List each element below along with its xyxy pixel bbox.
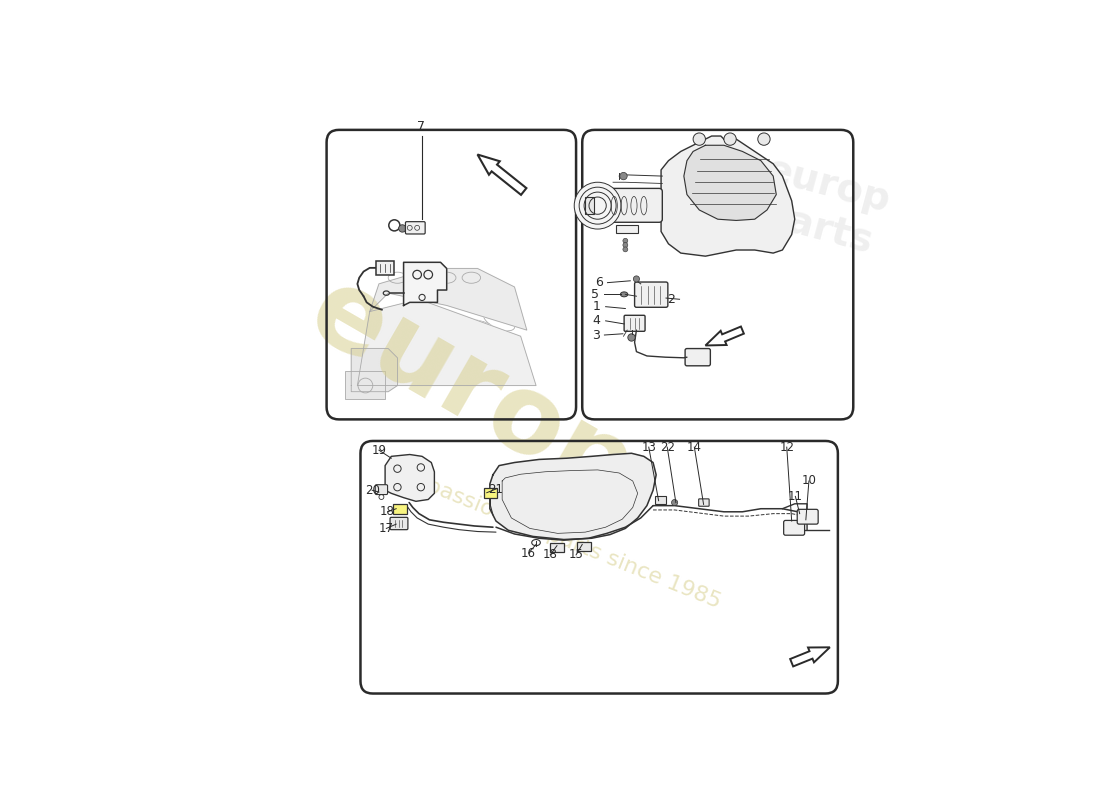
Text: a passion for parts since 1985: a passion for parts since 1985 bbox=[404, 467, 724, 612]
FancyBboxPatch shape bbox=[550, 543, 563, 552]
Text: europ
parts: europ parts bbox=[750, 150, 894, 263]
Circle shape bbox=[623, 247, 628, 252]
FancyArrow shape bbox=[477, 154, 527, 195]
FancyArrow shape bbox=[705, 326, 744, 346]
FancyBboxPatch shape bbox=[484, 488, 497, 498]
FancyBboxPatch shape bbox=[604, 188, 662, 222]
FancyBboxPatch shape bbox=[624, 315, 645, 331]
Text: 18: 18 bbox=[542, 549, 558, 562]
Text: 14: 14 bbox=[686, 441, 702, 454]
Circle shape bbox=[758, 133, 770, 146]
Circle shape bbox=[574, 182, 622, 229]
Text: 2: 2 bbox=[667, 293, 674, 306]
Circle shape bbox=[623, 238, 628, 243]
Polygon shape bbox=[661, 136, 794, 256]
Polygon shape bbox=[358, 299, 536, 386]
FancyBboxPatch shape bbox=[585, 197, 594, 214]
FancyBboxPatch shape bbox=[376, 261, 394, 274]
Text: 17: 17 bbox=[378, 522, 394, 535]
Polygon shape bbox=[490, 454, 656, 539]
Text: 20: 20 bbox=[365, 484, 380, 497]
Polygon shape bbox=[385, 454, 435, 502]
FancyBboxPatch shape bbox=[375, 485, 387, 494]
FancyBboxPatch shape bbox=[635, 282, 668, 307]
Polygon shape bbox=[351, 349, 397, 392]
Text: 22: 22 bbox=[660, 441, 674, 454]
Circle shape bbox=[619, 172, 627, 180]
Text: 13: 13 bbox=[641, 441, 657, 454]
Text: 12: 12 bbox=[779, 441, 794, 454]
Text: 10: 10 bbox=[802, 474, 816, 487]
Text: 21: 21 bbox=[488, 482, 504, 495]
Circle shape bbox=[623, 242, 628, 247]
Polygon shape bbox=[370, 269, 527, 330]
FancyBboxPatch shape bbox=[698, 499, 710, 506]
Text: 4: 4 bbox=[593, 314, 601, 327]
Circle shape bbox=[724, 133, 736, 146]
FancyBboxPatch shape bbox=[390, 518, 408, 530]
FancyBboxPatch shape bbox=[798, 510, 818, 524]
Circle shape bbox=[671, 499, 678, 506]
Text: 19: 19 bbox=[372, 444, 386, 457]
Circle shape bbox=[693, 133, 705, 146]
Circle shape bbox=[634, 276, 639, 282]
Text: europ: europ bbox=[290, 257, 652, 526]
Text: 18: 18 bbox=[381, 506, 395, 518]
Polygon shape bbox=[404, 262, 447, 306]
FancyArrow shape bbox=[790, 647, 829, 666]
Ellipse shape bbox=[620, 292, 628, 297]
Text: 6: 6 bbox=[595, 276, 603, 289]
FancyBboxPatch shape bbox=[783, 521, 804, 535]
FancyBboxPatch shape bbox=[345, 371, 385, 399]
FancyBboxPatch shape bbox=[578, 542, 591, 550]
Text: 3: 3 bbox=[592, 329, 600, 342]
Circle shape bbox=[398, 225, 406, 232]
Text: 11: 11 bbox=[788, 490, 803, 503]
FancyBboxPatch shape bbox=[406, 222, 425, 234]
Text: 5: 5 bbox=[592, 288, 600, 301]
Text: 15: 15 bbox=[569, 549, 583, 562]
Polygon shape bbox=[684, 146, 777, 221]
FancyBboxPatch shape bbox=[685, 349, 711, 366]
Text: 7: 7 bbox=[417, 120, 425, 133]
FancyBboxPatch shape bbox=[654, 496, 666, 504]
FancyBboxPatch shape bbox=[616, 226, 638, 233]
Text: 16: 16 bbox=[521, 546, 536, 559]
Circle shape bbox=[628, 334, 635, 341]
FancyBboxPatch shape bbox=[393, 505, 407, 514]
Text: 1: 1 bbox=[593, 300, 601, 313]
